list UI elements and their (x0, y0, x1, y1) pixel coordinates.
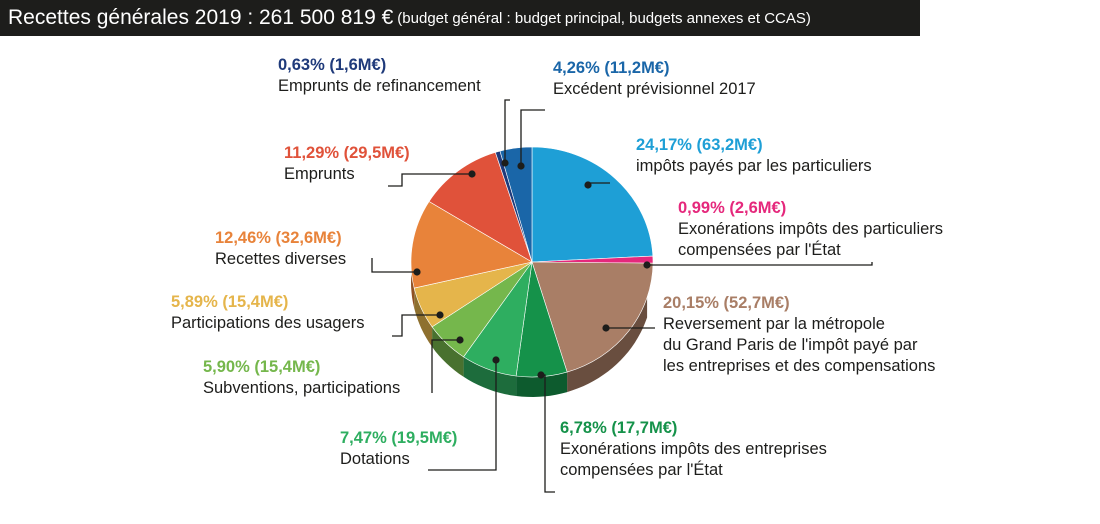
label-text: impôts payés par les particuliers (636, 156, 872, 177)
label-emprunts: 11,29% (29,5M€) Emprunts (284, 143, 410, 185)
leader-dot-7 (413, 268, 420, 275)
label-emprunts-refinancement: 0,63% (1,6M€) Emprunts de refinancement (278, 55, 481, 97)
label-value: 20,15% (52,7M€) (663, 293, 935, 314)
leader-dot-2 (602, 324, 609, 331)
label-text: Subventions, participations (203, 378, 400, 399)
label-text: compensées par l'État (678, 240, 943, 261)
label-value: 11,29% (29,5M€) (284, 143, 410, 164)
leader-line-7 (372, 258, 417, 272)
label-value: 6,78% (17,7M€) (560, 418, 827, 439)
leader-dot-1 (643, 261, 650, 268)
leader-dot-5 (456, 336, 463, 343)
pie-slices (411, 147, 653, 377)
label-reversement-metropole: 20,15% (52,7M€) Reversement par la métro… (663, 293, 935, 377)
label-value: 0,99% (2,6M€) (678, 198, 943, 219)
label-dotations: 7,47% (19,5M€) Dotations (340, 428, 457, 470)
label-recettes-diverses: 12,46% (32,6M€) Recettes diverses (215, 228, 346, 270)
label-impots-particuliers: 24,17% (63,2M€) impôts payés par les par… (636, 135, 872, 177)
label-text: Participations des usagers (171, 313, 365, 334)
label-subventions: 5,90% (15,4M€) Subventions, participatio… (203, 357, 400, 399)
leader-dot-8 (468, 170, 475, 177)
label-text: Exonérations impôts des entreprises (560, 439, 827, 460)
label-text: Dotations (340, 449, 457, 470)
label-text: Recettes diverses (215, 249, 346, 270)
leader-dot-9 (501, 159, 508, 166)
leader-dot-0 (584, 181, 591, 188)
label-excedent-previsionnel: 4,26% (11,2M€) Excédent prévisionnel 201… (553, 58, 756, 100)
label-exonerations-entreprises: 6,78% (17,7M€) Exonérations impôts des e… (560, 418, 827, 481)
label-text: Exonérations impôts des particuliers (678, 219, 943, 240)
label-value: 12,46% (32,6M€) (215, 228, 346, 249)
label-value: 5,89% (15,4M€) (171, 292, 365, 313)
leader-dot-4 (492, 356, 499, 363)
label-text: compensées par l'État (560, 460, 827, 481)
leader-dot-3 (537, 371, 544, 378)
label-text: du Grand Paris de l'impôt payé par (663, 335, 935, 356)
label-text: Emprunts de refinancement (278, 76, 481, 97)
label-value: 0,63% (1,6M€) (278, 55, 481, 76)
label-participations-usagers: 5,89% (15,4M€) Participations des usager… (171, 292, 365, 334)
pie-chart (0, 0, 1100, 524)
label-exonerations-particuliers: 0,99% (2,6M€) Exonérations impôts des pa… (678, 198, 943, 261)
leader-dot-10 (517, 162, 524, 169)
label-value: 7,47% (19,5M€) (340, 428, 457, 449)
label-text: Emprunts (284, 164, 410, 185)
pie-slice-0 (532, 147, 653, 262)
leader-line-1 (647, 262, 872, 265)
label-text: Reversement par la métropole (663, 314, 935, 335)
leader-dot-6 (436, 311, 443, 318)
label-text: les entreprises et des compensations (663, 356, 935, 377)
label-value: 24,17% (63,2M€) (636, 135, 872, 156)
label-value: 4,26% (11,2M€) (553, 58, 756, 79)
label-value: 5,90% (15,4M€) (203, 357, 400, 378)
label-text: Excédent prévisionnel 2017 (553, 79, 756, 100)
